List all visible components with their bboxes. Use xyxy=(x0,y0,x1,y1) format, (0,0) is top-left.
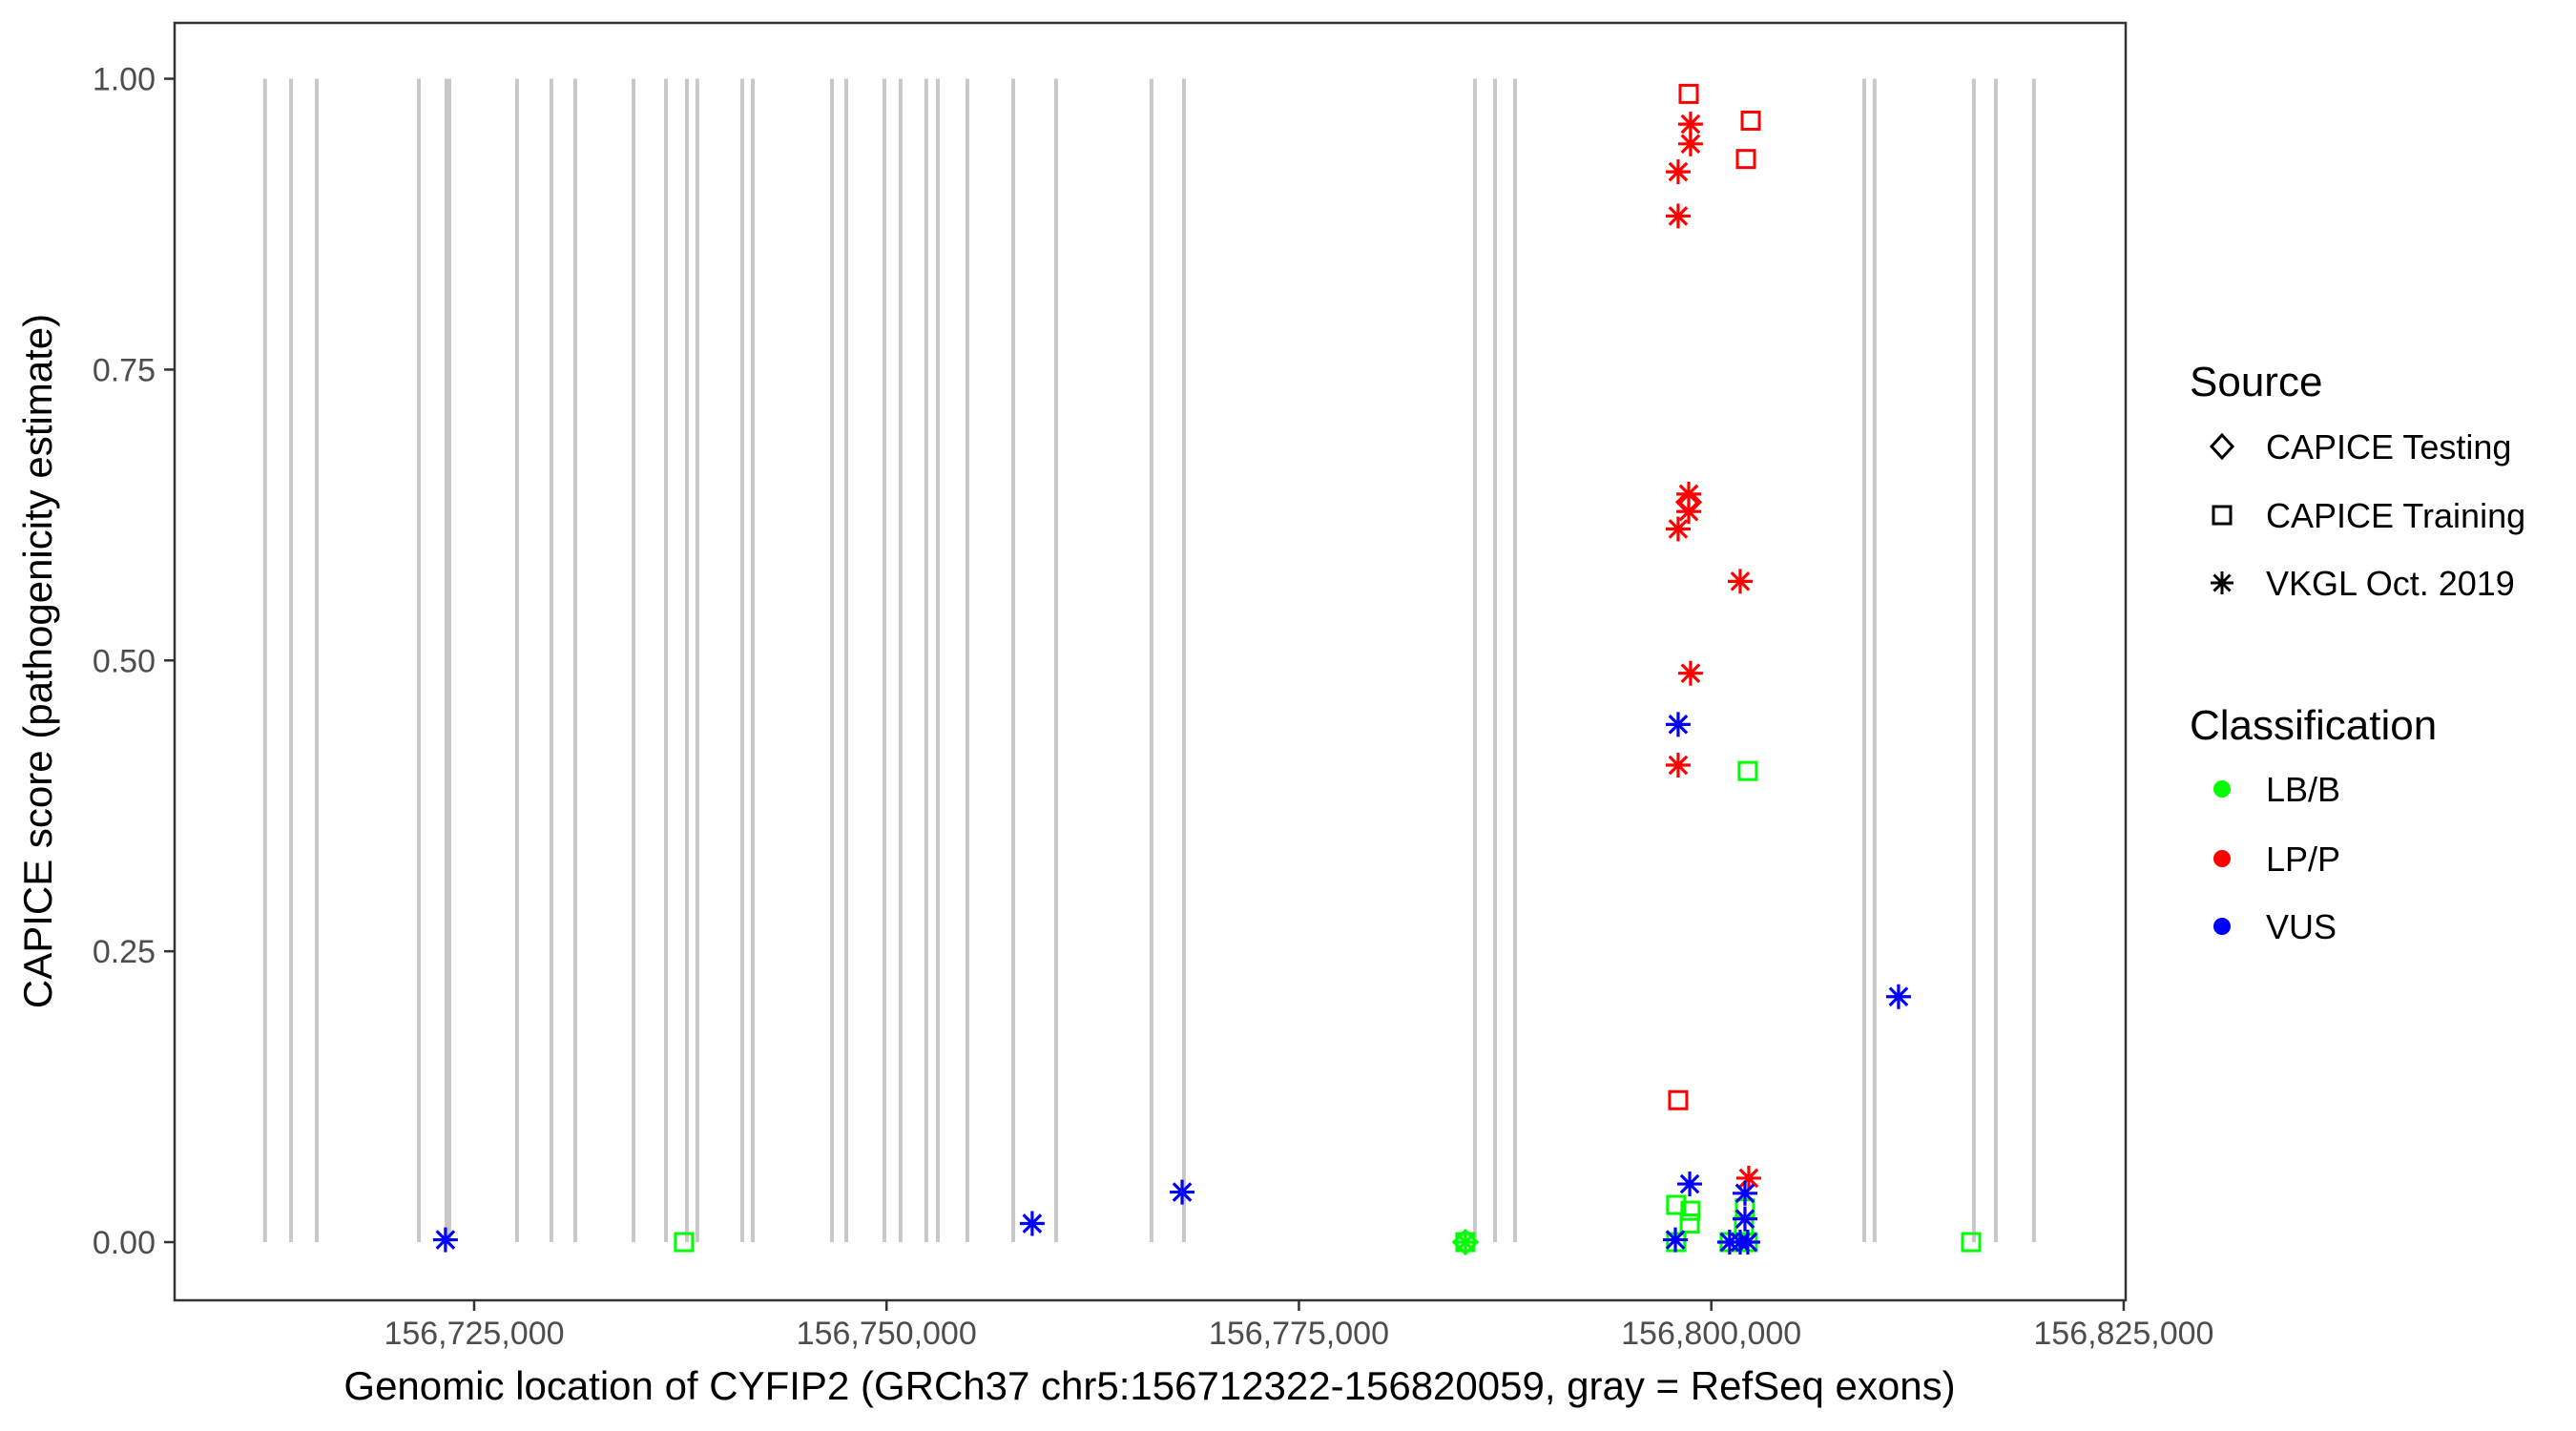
point-vkgl xyxy=(432,1227,458,1253)
legend-item-lpp: LP/P xyxy=(2266,840,2340,879)
point-training xyxy=(1678,83,1699,104)
data-points xyxy=(432,83,1982,1256)
x-tick-label: 156,725,000 xyxy=(384,1316,564,1352)
y-tick-label: 0.75 xyxy=(93,352,156,388)
point-training xyxy=(1680,1200,1701,1221)
legend-item-capice-training: CAPICE Training xyxy=(2266,496,2525,535)
point-vkgl xyxy=(1676,499,1702,525)
x-tick-label: 156,775,000 xyxy=(1209,1316,1389,1352)
point-training xyxy=(1740,110,1761,131)
point-vkgl xyxy=(1452,1230,1478,1255)
point-vkgl xyxy=(1727,569,1753,594)
point-training xyxy=(1666,1194,1687,1215)
y-tick-label: 1.00 xyxy=(93,62,156,98)
y-tick-label: 0.00 xyxy=(93,1225,156,1261)
point-training xyxy=(1679,1213,1700,1234)
point-vkgl xyxy=(1732,1206,1757,1232)
point-vkgl xyxy=(1665,203,1691,229)
y-tick-label: 0.50 xyxy=(93,643,156,679)
point-vkgl xyxy=(1677,1172,1703,1197)
legend-source-title: Source xyxy=(2190,359,2322,405)
point-vkgl xyxy=(1885,984,1911,1009)
x-tick-label: 156,800,000 xyxy=(1621,1316,1801,1352)
point-vkgl xyxy=(1170,1179,1195,1205)
point-training xyxy=(1961,1232,1982,1253)
point-vkgl xyxy=(1665,516,1691,542)
point-training xyxy=(674,1232,695,1253)
legend-classification-title: Classification xyxy=(2190,702,2437,749)
point-training xyxy=(1668,1089,1689,1110)
legend-item-capice-testing: CAPICE Testing xyxy=(2266,427,2511,467)
point-vkgl xyxy=(1665,712,1691,737)
point-vkgl xyxy=(1665,159,1691,185)
y-tick-label: 0.25 xyxy=(93,934,156,970)
x-axis-title: Genomic location of CYFIP2 (GRCh37 chr5:… xyxy=(343,1363,1955,1408)
point-vkgl xyxy=(1677,112,1703,137)
point-training xyxy=(1735,149,1756,170)
point-vkgl xyxy=(1677,131,1703,156)
legend-classification: Classification LB/B LP/P VUS xyxy=(2190,702,2437,946)
point-vkgl xyxy=(1735,1165,1761,1191)
legend-item-lbb: LB/B xyxy=(2266,770,2340,809)
x-tick-label: 156,825,000 xyxy=(2033,1316,2213,1352)
vus-dot-icon xyxy=(2213,918,2231,935)
point-vkgl xyxy=(1019,1211,1045,1236)
x-tick-label: 156,750,000 xyxy=(797,1316,977,1352)
square-icon xyxy=(2212,505,2233,526)
point-training xyxy=(1737,760,1758,781)
asterisk-icon xyxy=(2211,571,2233,594)
exon-lines xyxy=(262,78,2036,1243)
diamond-icon xyxy=(2209,432,2235,461)
point-vkgl xyxy=(1665,753,1691,778)
x-axis: 156,725,000 156,750,000 156,775,000 156,800… xyxy=(384,1300,2213,1352)
legend-item-vus: VUS xyxy=(2266,907,2337,946)
lpp-dot-icon xyxy=(2213,850,2231,867)
point-vkgl xyxy=(1662,1227,1688,1253)
lbb-dot-icon xyxy=(2213,780,2231,798)
legend-item-vkgl: VKGL Oct. 2019 xyxy=(2266,564,2515,603)
legend-source: Source CAPICE Testing CAPICE Training VK… xyxy=(2190,359,2525,603)
y-axis: 0.00 0.25 0.50 0.75 1.00 xyxy=(93,62,175,1261)
y-axis-title: CAPICE score (pathogenicity estimate) xyxy=(15,314,60,1008)
point-vkgl xyxy=(1677,660,1703,686)
point-vkgl xyxy=(1732,1180,1757,1206)
point-vkgl xyxy=(1735,1230,1760,1255)
